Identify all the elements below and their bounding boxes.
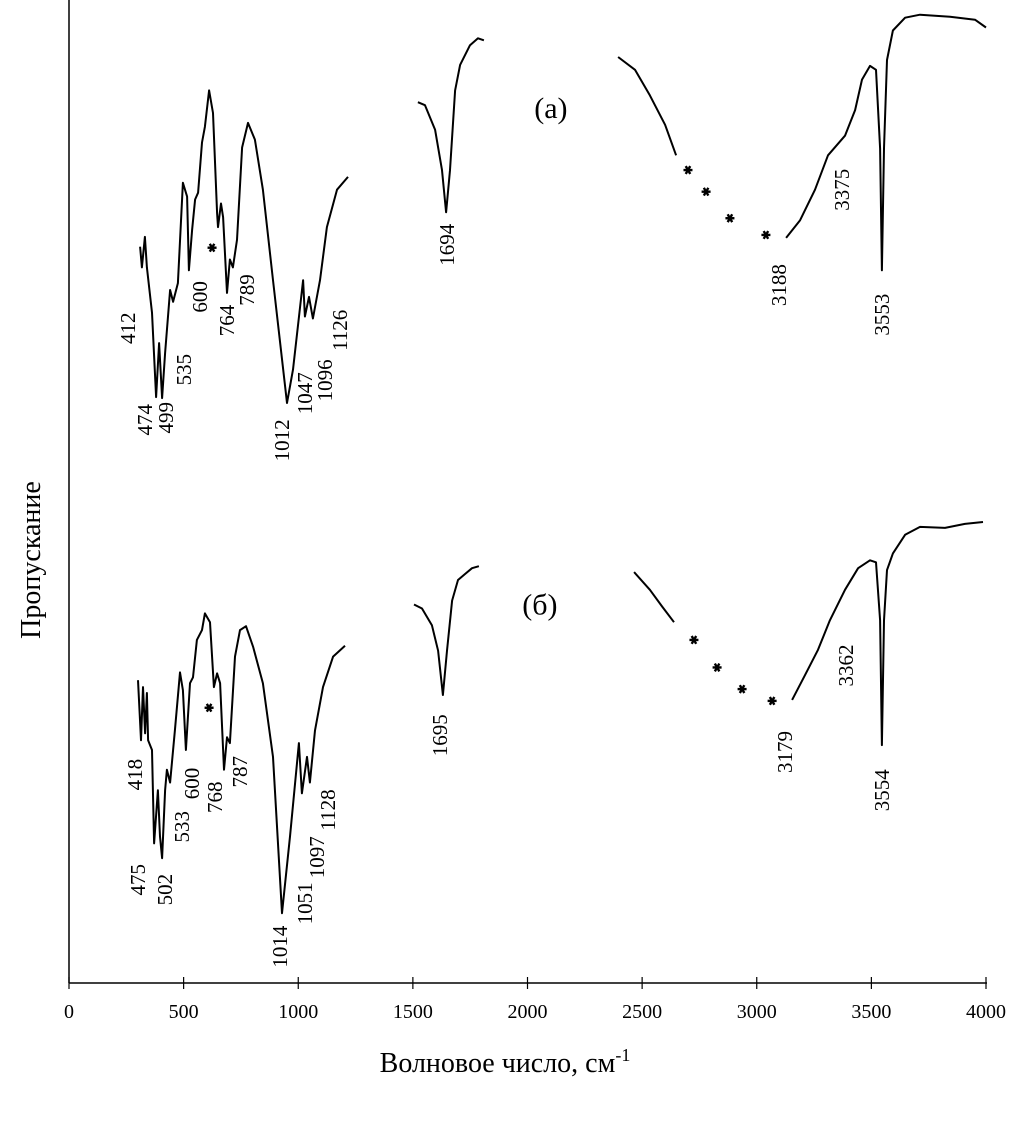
x-axis-title: Волновое число, см-1 bbox=[380, 1045, 631, 1079]
peak-label: 3553 bbox=[870, 294, 894, 336]
peak-label: 474 bbox=[133, 403, 157, 435]
x-tick-label: 1500 bbox=[393, 1001, 433, 1023]
peak-label: 3375 bbox=[830, 169, 854, 211]
peak-label: 3179 bbox=[773, 731, 797, 773]
peak-label: 3188 bbox=[767, 264, 791, 306]
spectrum-line-segment bbox=[617, 56, 678, 156]
spectrum-line-segment bbox=[137, 612, 346, 915]
peak-label: 787 bbox=[228, 756, 252, 788]
x-tick-label: 3500 bbox=[851, 1001, 891, 1023]
asterisk-marker bbox=[712, 662, 722, 672]
asterisk-marker bbox=[689, 635, 699, 645]
peak-label: 499 bbox=[154, 402, 178, 434]
x-tick-label: 4000 bbox=[966, 1001, 1006, 1023]
peak-label: 789 bbox=[235, 274, 259, 306]
peak-label: 1012 bbox=[270, 419, 294, 461]
panel-label: (б) bbox=[522, 589, 557, 622]
peak-label: 412 bbox=[116, 313, 140, 345]
peak-label: 1047 bbox=[293, 372, 317, 414]
spectrum-line-segment bbox=[633, 571, 675, 623]
panel-label: (a) bbox=[534, 92, 567, 125]
peak-label: 1695 bbox=[428, 714, 452, 756]
asterisk-marker bbox=[204, 703, 214, 713]
asterisk-marker bbox=[737, 684, 747, 694]
peak-label: 1051 bbox=[293, 882, 317, 924]
x-tick-label: 2000 bbox=[508, 1001, 548, 1023]
peak-label: 1694 bbox=[435, 223, 459, 265]
spectrum-line-segment bbox=[413, 565, 480, 696]
peak-label: 533 bbox=[170, 811, 194, 843]
peak-label: 1126 bbox=[328, 310, 352, 351]
asterisk-marker bbox=[761, 230, 771, 240]
x-tick-label: 0 bbox=[64, 1001, 74, 1023]
spectrum-line-segment bbox=[417, 37, 485, 214]
asterisk-marker bbox=[683, 165, 693, 175]
x-tick-label: 1000 bbox=[278, 1001, 318, 1023]
x-tick-label: 2500 bbox=[622, 1001, 662, 1023]
peak-label: 418 bbox=[123, 759, 147, 791]
peak-label: 1096 bbox=[313, 359, 337, 401]
peak-label: 502 bbox=[153, 874, 177, 906]
peak-label: 535 bbox=[172, 354, 196, 386]
axes bbox=[68, 0, 987, 984]
x-ticks: 0 500 1000 1500 2000 2500 3000 3500 4000 bbox=[64, 977, 1006, 1023]
peak-label: 3362 bbox=[834, 645, 858, 687]
peak-label: 764 bbox=[215, 304, 239, 336]
x-tick-label: 3000 bbox=[737, 1001, 777, 1023]
peak-label: 1097 bbox=[305, 836, 329, 878]
spectrum-line-segment bbox=[785, 13, 987, 272]
x-axis-title-main: Волновое число, см bbox=[380, 1048, 616, 1079]
peak-label: 600 bbox=[180, 768, 204, 800]
peak-label: 1014 bbox=[268, 925, 292, 968]
peak-label: 475 bbox=[126, 864, 150, 896]
spectrum-line-segment bbox=[791, 521, 984, 747]
asterisk-marker bbox=[725, 213, 735, 223]
peak-label: 3554 bbox=[870, 769, 894, 812]
peak-label: 768 bbox=[203, 781, 227, 813]
asterisk-marker bbox=[207, 243, 217, 253]
y-axis-title: Пропускание bbox=[16, 481, 47, 639]
asterisk-marker bbox=[701, 187, 711, 197]
asterisk-marker bbox=[767, 696, 777, 706]
peak-label: 1128 bbox=[316, 789, 340, 830]
x-tick-label: 500 bbox=[169, 1001, 199, 1023]
plot-area: (a)4124744995356007647891012104710961126… bbox=[116, 13, 987, 968]
spectrum-line-segment bbox=[139, 89, 349, 404]
x-axis-title-sup: -1 bbox=[615, 1045, 630, 1065]
peak-label: 600 bbox=[188, 281, 212, 313]
